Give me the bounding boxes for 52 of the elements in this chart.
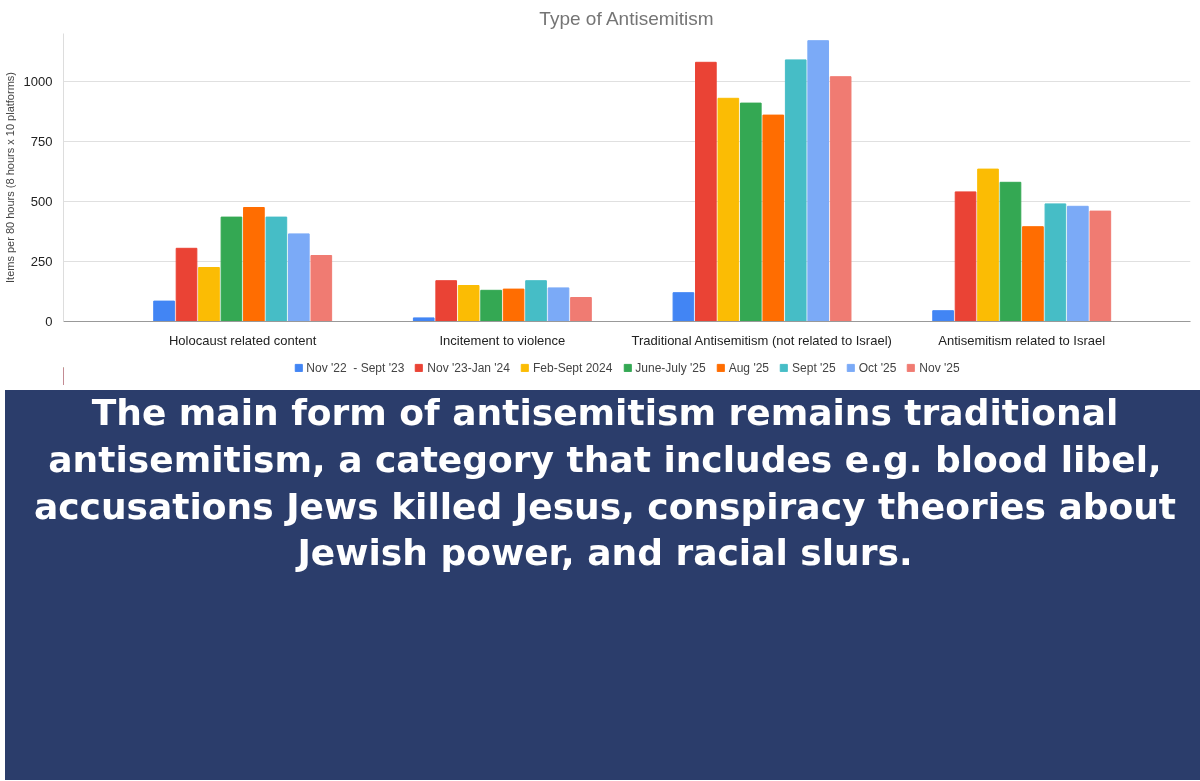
bar: [547, 287, 570, 322]
bar: [977, 168, 999, 322]
y-axis-title: Items per 80 hours (8 hours x 10 platforms): [3, 72, 16, 283]
bar: [1022, 226, 1044, 322]
bar: [954, 191, 977, 322]
y-tick-label: 500: [30, 194, 53, 209]
bar: [153, 300, 175, 322]
bar: [932, 310, 954, 322]
bar: [717, 97, 740, 322]
legend-label: Sept '25: [792, 360, 836, 375]
bar: [480, 289, 502, 322]
legend-label: Oct '25: [858, 360, 897, 375]
chart-title: Type of Antisemitism: [539, 7, 714, 29]
y-tick-label: 1000: [23, 74, 53, 89]
bar: [243, 207, 265, 322]
bar: [829, 76, 852, 322]
bar: [502, 288, 525, 322]
bar: [525, 280, 547, 322]
bar: [310, 255, 333, 322]
x-tick-label: Incitement to violence: [439, 332, 566, 348]
legend-label: Aug '25: [728, 360, 770, 375]
bar: [999, 181, 1022, 322]
bar: [807, 40, 830, 322]
text: The main form of antisemitism remains traditional antisemitism, a category that includes e.g. blood libel, accusations Jews killed Jesus, conspiracy theories about Jewish power, and racial slurs.: [32, 391, 1178, 576]
y-tick-label: 250: [30, 254, 53, 269]
bar: [672, 292, 695, 322]
bar: [1089, 210, 1112, 322]
bar: [175, 247, 198, 322]
bar: [695, 61, 717, 322]
bar: [784, 59, 807, 322]
bar: [198, 267, 220, 322]
legend-label: June-July '25: [635, 360, 706, 375]
bar: [570, 297, 592, 322]
legend-label: Nov '22 - Sept '23: [306, 360, 405, 375]
x-tick-label: Antisemitism related to Israel: [938, 332, 1106, 348]
legend-label: Feb-Sept 2024: [532, 360, 613, 375]
bar: [288, 233, 310, 322]
bar: [457, 285, 480, 322]
x-tick-label: Traditional Antisemitism (not related to Israel): [631, 332, 892, 348]
legend-label: Nov '23-Jan '24: [427, 360, 510, 375]
y-tick-label: 0: [45, 314, 53, 329]
legend-label: Nov '25: [919, 360, 960, 375]
bar: [412, 317, 435, 322]
bar: [435, 280, 458, 322]
bar: [220, 216, 243, 322]
x-tick-label: Holocaust related content: [168, 332, 317, 348]
bar: [739, 102, 762, 322]
bar: [265, 216, 288, 322]
bar: [762, 114, 785, 322]
y-tick-label: 750: [30, 134, 53, 149]
bar: [1067, 205, 1089, 322]
bar: [1044, 203, 1067, 322]
